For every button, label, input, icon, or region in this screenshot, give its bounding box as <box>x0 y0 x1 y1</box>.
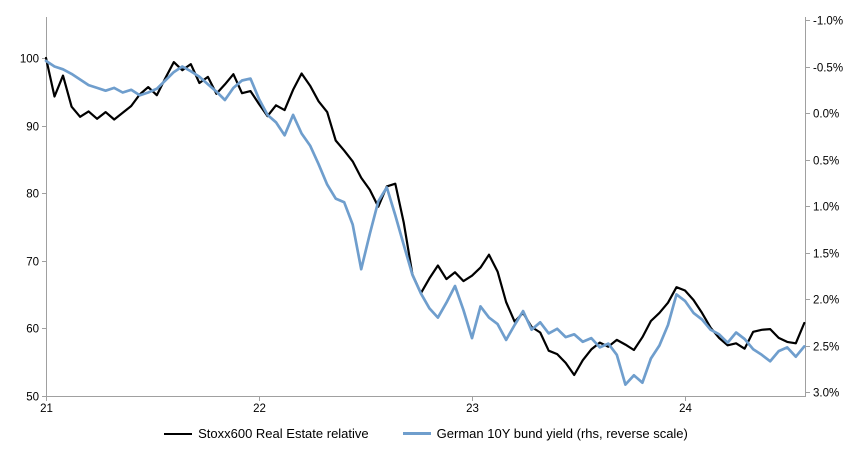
right-axis-tick-label: 1.0% <box>813 202 839 214</box>
left-axis-tick-label: 100 <box>20 54 39 66</box>
right-axis-tick-label: 2.0% <box>813 295 839 307</box>
right-axis-tick-label: 0.0% <box>813 109 839 121</box>
right-axis-tick-label: -0.5% <box>813 63 843 75</box>
left-axis-tick-label: 60 <box>26 324 39 336</box>
left-axis-tick-label: 50 <box>26 392 39 404</box>
series-line-stoxx600-real-estate <box>44 56 806 377</box>
x-axis-tick-label: 23 <box>466 403 479 415</box>
legend-line-swatch-bund-yield <box>402 432 431 435</box>
series-line-german-10y-bund-yield <box>44 59 806 386</box>
left-axis-tick-label: 80 <box>26 189 39 201</box>
legend-item-stoxx600: Stoxx600 Real Estate relative <box>164 426 369 441</box>
right-axis-tick-label: 2.5% <box>813 342 839 354</box>
right-axis-tick-label: -1.0% <box>813 16 843 28</box>
legend-label-bund-yield: German 10Y bund yield (rhs, reverse scal… <box>436 426 688 441</box>
legend-label-stoxx600: Stoxx600 Real Estate relative <box>198 426 369 441</box>
left-axis-tick-label: 90 <box>26 122 39 134</box>
chart-legend: Stoxx600 Real Estate relative German 10Y… <box>0 426 852 441</box>
right-axis-tick-label: 0.5% <box>813 156 839 168</box>
legend-item-bund-yield: German 10Y bund yield (rhs, reverse scal… <box>402 426 688 441</box>
right-axis-tick-label: 1.5% <box>813 249 839 261</box>
x-axis-tick-label: 21 <box>40 403 53 415</box>
x-axis-tick-label: 24 <box>679 403 692 415</box>
right-axis-tick-label: 3.0% <box>813 388 839 400</box>
left-axis-tick-label: 70 <box>26 257 39 269</box>
legend-line-swatch-stoxx600 <box>164 432 193 435</box>
dual-axis-line-chart: 50 60 70 80 90 100 -1.0% -0.5% 0.0% 0.5% 1.0% 1.5% 2… <box>20 16 843 416</box>
x-axis-tick-label: 22 <box>253 403 266 415</box>
